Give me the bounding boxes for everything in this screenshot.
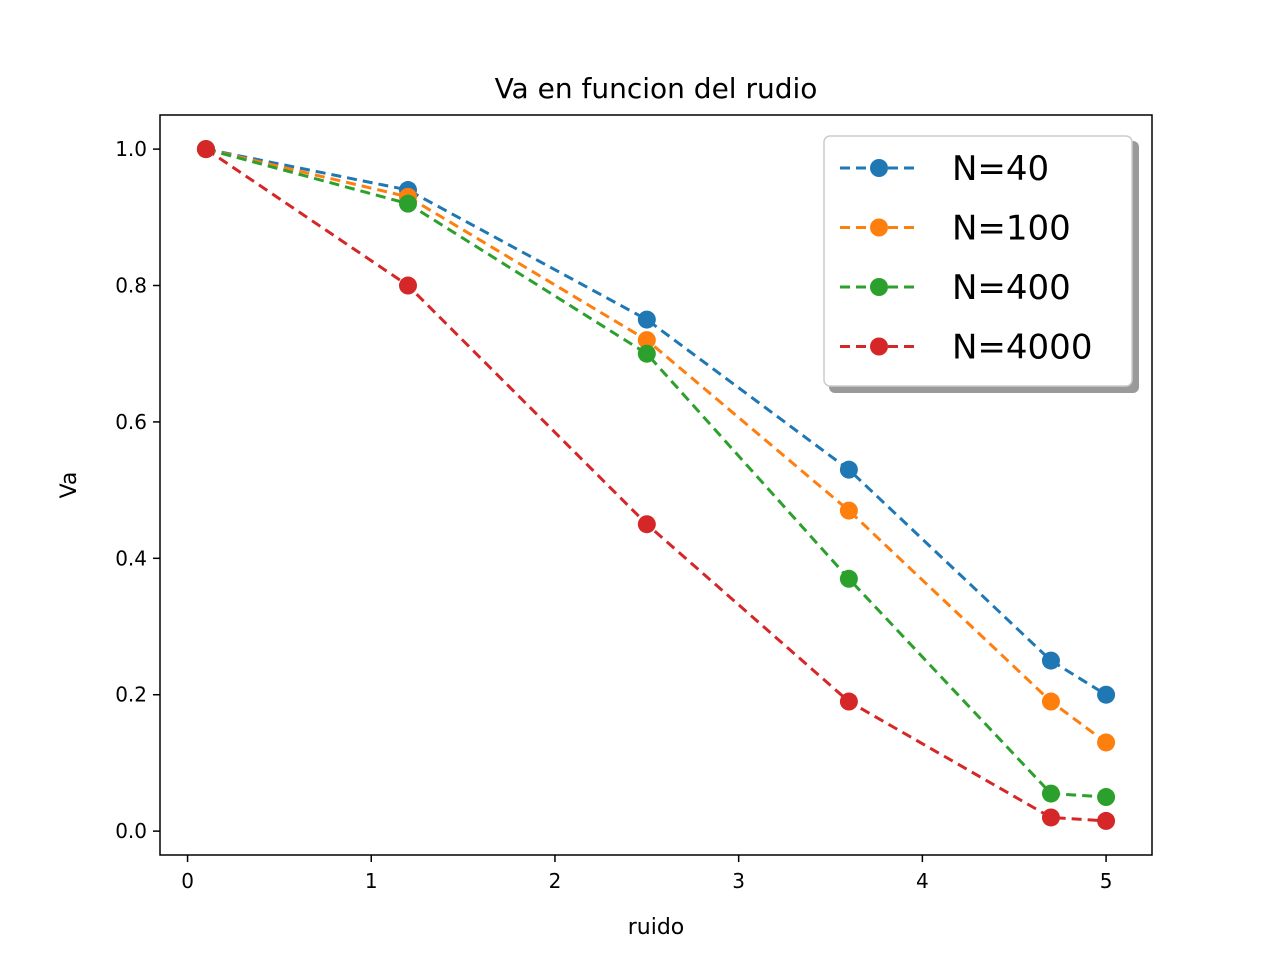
data-point-n-4000 — [637, 515, 656, 534]
x-tick-label: 0 — [181, 869, 194, 893]
data-point-n-400 — [1041, 784, 1060, 803]
data-point-n-100 — [637, 331, 656, 350]
series-line-n-400 — [205, 147, 1107, 799]
x-axis-ticks: 0 1 2 3 4 5 — [181, 855, 1112, 893]
data-point-n-400 — [637, 344, 656, 363]
legend-label: N=40 — [952, 149, 1049, 189]
legend-marker — [870, 278, 888, 296]
y-tick-label: 1.0 — [115, 137, 147, 161]
data-point-n-40 — [1041, 651, 1060, 670]
chart-title: Va en funcion del rudio — [495, 72, 818, 105]
y-tick-label: 0.2 — [115, 683, 147, 707]
plot-area — [196, 140, 1116, 830]
data-point-n-40 — [839, 460, 858, 479]
legend-label: N=100 — [952, 209, 1071, 249]
data-point-n-4000 — [399, 276, 417, 295]
x-tick-label: 3 — [732, 869, 745, 893]
legend: N=40 N=100 N=400 N=4000 — [823, 135, 1139, 393]
data-point-n-4000 — [196, 140, 215, 159]
x-tick-label: 4 — [916, 869, 929, 893]
legend-box — [823, 135, 1133, 387]
legend-marker — [870, 159, 888, 177]
y-axis-ticks: 0.0 0.2 0.4 0.6 0.8 1.0 — [115, 137, 160, 843]
data-point-n-4000 — [1041, 808, 1060, 827]
data-point-n-40 — [1097, 685, 1116, 704]
data-point-n-4000 — [1097, 811, 1116, 830]
x-tick-label: 2 — [549, 869, 562, 893]
y-tick-label: 0.8 — [115, 274, 147, 298]
data-point-n-100 — [839, 501, 858, 520]
legend-item-n-40: N=40 — [840, 149, 1049, 189]
data-point-n-400 — [399, 194, 417, 213]
legend-label: N=400 — [952, 268, 1071, 308]
legend-item-n-100: N=100 — [840, 209, 1071, 249]
data-point-n-400 — [1097, 788, 1116, 807]
legend-label: N=4000 — [952, 328, 1092, 368]
y-tick-label: 0.0 — [115, 819, 147, 843]
plot-frame — [159, 114, 1153, 856]
series-line-n-4000 — [205, 147, 1107, 823]
y-tick-label: 0.4 — [115, 546, 147, 570]
series-n-4000 — [196, 140, 1116, 830]
data-point-n-100 — [1041, 692, 1060, 711]
x-axis-label: ruido — [628, 915, 685, 940]
legend-item-n-4000: N=4000 — [840, 328, 1092, 368]
x-tick-label: 5 — [1100, 869, 1113, 893]
legend-marker — [870, 218, 888, 237]
data-point-n-40 — [637, 310, 656, 329]
data-point-n-400 — [839, 569, 858, 588]
data-point-n-4000 — [839, 692, 858, 711]
x-tick-label: 1 — [365, 869, 378, 893]
y-axis-label: Va — [57, 472, 82, 499]
legend-marker — [870, 337, 888, 356]
legend-item-n-400: N=400 — [840, 268, 1071, 308]
y-tick-label: 0.6 — [115, 410, 147, 434]
data-point-n-100 — [1097, 733, 1116, 752]
